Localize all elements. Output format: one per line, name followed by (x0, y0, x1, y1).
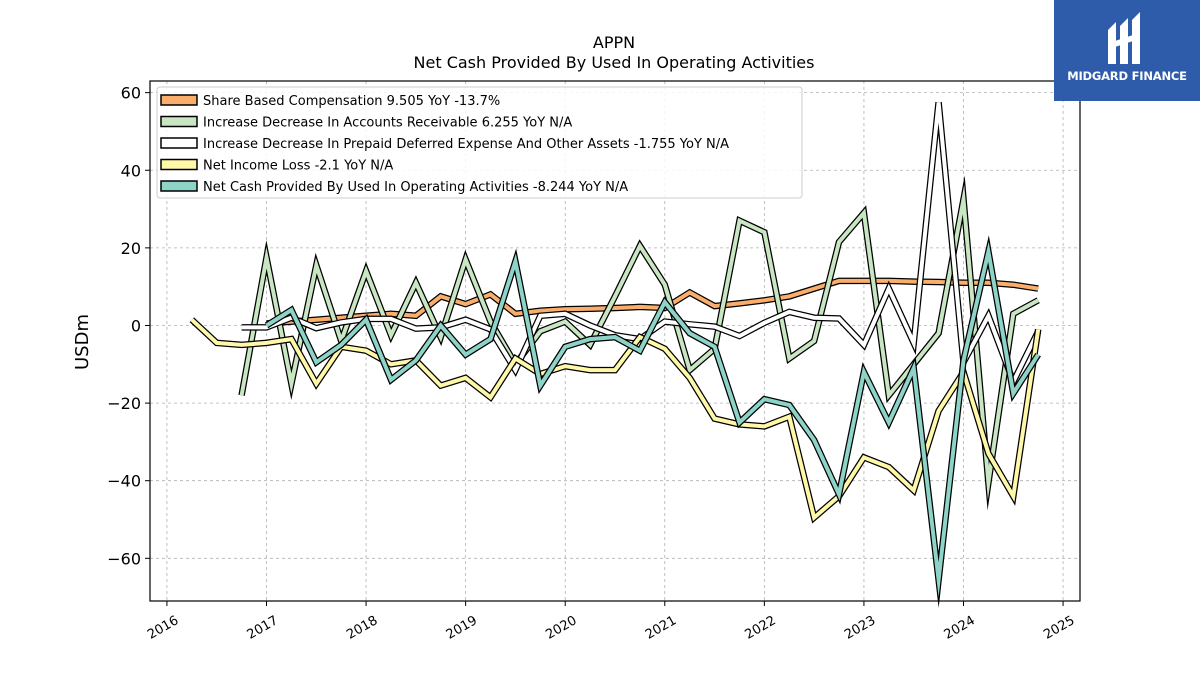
x-tick-label: 2016 (145, 613, 181, 643)
y-axis-label: USDm (72, 314, 93, 370)
series-line-outline (264, 235, 1041, 608)
brand-logo: MIDGARD FINANCE (1054, 0, 1200, 101)
x-tick-label: 2025 (1041, 613, 1077, 643)
legend-swatch (160, 180, 198, 192)
y-tick-label: 20 (121, 239, 141, 258)
series-lines (189, 101, 1042, 608)
x-tick-label: 2020 (543, 613, 579, 643)
legend-box (156, 86, 803, 199)
legend-entry-label: Increase Decrease In Accounts Receivable… (203, 116, 572, 131)
series-line-path (265, 241, 1040, 598)
legend-entry-label: Share Based Compensation 9.505 YoY -13.7… (203, 94, 500, 109)
y-tick-label: −20 (107, 394, 141, 413)
y-tick-label: −40 (107, 472, 141, 491)
plot-area (149, 80, 1081, 602)
x-tick-label: 2022 (743, 613, 779, 643)
midgard-logo-icon (1108, 12, 1140, 64)
legend-swatch (160, 158, 198, 171)
legend-entry-label: Net Cash Provided By Used In Operating A… (203, 180, 628, 195)
x-tick-label: 2021 (643, 613, 679, 643)
legend-swatch (160, 115, 198, 128)
x-tick-label: 2018 (344, 613, 380, 643)
x-tick-label: 2017 (245, 613, 281, 643)
y-tick-label: −60 (107, 549, 141, 568)
series-line-path (190, 318, 1041, 522)
legend: Share Based Compensation 9.505 YoY -13.7… (156, 86, 803, 199)
series-line (189, 317, 1042, 524)
series-line (266, 277, 1039, 327)
legend-entry-label: Net Income Loss -2.1 YoY N/A (203, 159, 393, 174)
chart-title: APPN (593, 33, 635, 52)
series-line (238, 175, 1040, 511)
legend-swatch (160, 137, 198, 149)
brand-name: MIDGARD FINANCE (1067, 69, 1187, 83)
x-tick-label: 2024 (942, 613, 978, 643)
grid-lines (150, 81, 1080, 601)
y-tick-label: 0 (131, 316, 141, 335)
x-tick-label: 2019 (444, 613, 480, 643)
series-line-path (239, 184, 1040, 500)
legend-swatch (160, 94, 198, 106)
series-line (264, 235, 1041, 608)
legend-entry-label: Increase Decrease In Prepaid Deferred Ex… (203, 137, 729, 152)
chart-subtitle: Net Cash Provided By Used In Operating A… (414, 53, 815, 72)
y-tick-label: 40 (121, 161, 141, 180)
series-line-path (266, 278, 1039, 326)
x-tick-label: 2023 (842, 613, 878, 643)
y-tick-label: 60 (121, 84, 141, 103)
